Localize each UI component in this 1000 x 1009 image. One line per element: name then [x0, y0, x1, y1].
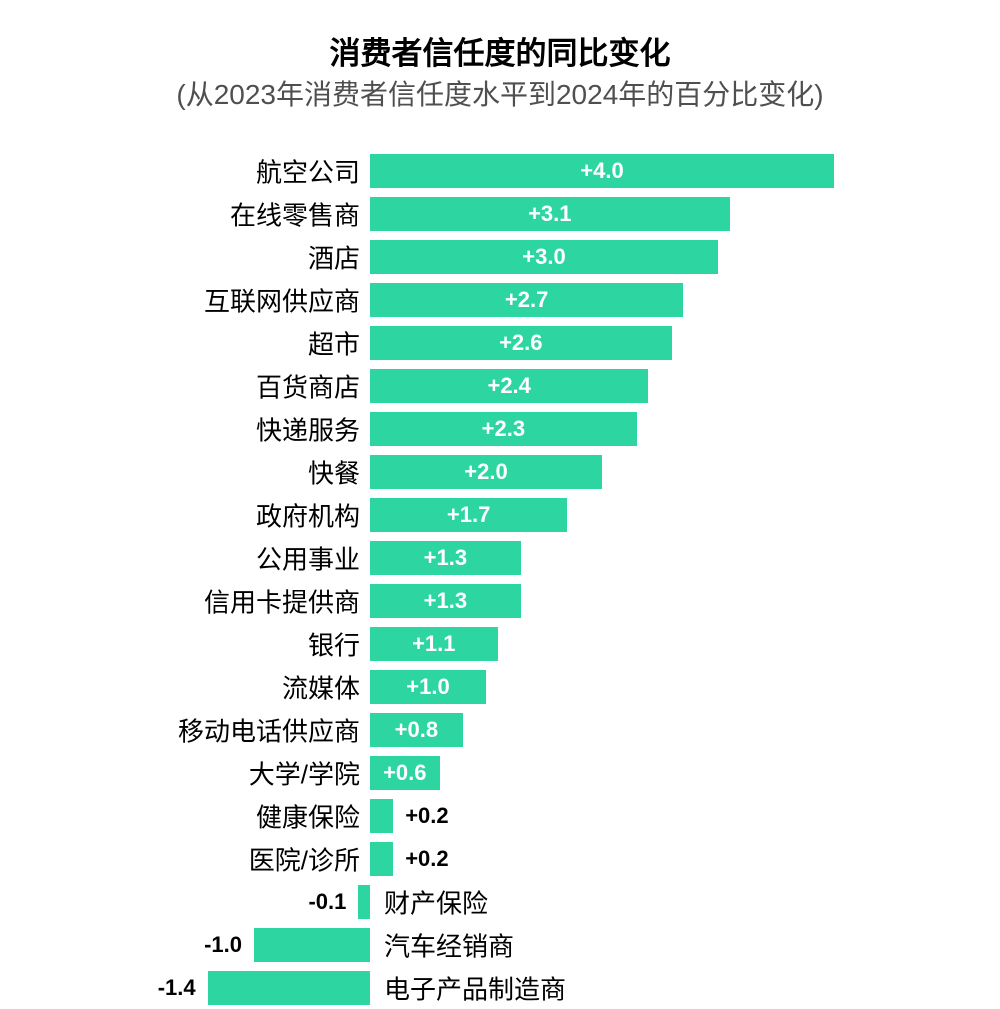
category-label: 汽车经销商: [384, 926, 514, 963]
value-label: +0.2: [405, 846, 448, 872]
bar-row: 超市 +2.6: [0, 321, 1000, 364]
value-label: -1.0: [204, 932, 242, 958]
category-label: 酒店: [308, 238, 360, 275]
category-label: 信用卡提供商: [204, 582, 360, 619]
category-label: 大学/学院: [249, 754, 360, 791]
bar-row: 在线零售商 +3.1: [0, 192, 1000, 235]
bar: [358, 885, 370, 919]
value-label: -0.1: [308, 889, 346, 915]
chart-subtitle: (从2023年消费者信任度水平到2024年的百分比变化): [0, 73, 1000, 113]
value-label: +4.0: [370, 158, 834, 184]
bar-row: 银行 +1.1: [0, 622, 1000, 665]
value-label: +2.7: [370, 287, 683, 313]
value-label: +1.1: [370, 631, 498, 657]
bar-row: 快递服务 +2.3: [0, 407, 1000, 450]
bar-row: 互联网供应商 +2.7: [0, 278, 1000, 321]
bar-row: 公用事业 +1.3: [0, 536, 1000, 579]
value-label: +1.3: [370, 588, 521, 614]
value-label: -1.4: [158, 975, 196, 1001]
category-label: 政府机构: [256, 496, 360, 533]
value-label: +0.8: [370, 717, 463, 743]
category-label: 航空公司: [256, 152, 360, 189]
bar-chart: 航空公司 +4.0 在线零售商 +3.1 酒店 +3.0 互联网供应商 +2.7 超市 +2.6 百…: [0, 149, 1000, 1009]
value-label: +3.1: [370, 201, 730, 227]
bar: [254, 928, 370, 962]
value-label: +0.6: [370, 760, 440, 786]
bar-row: 快餐 +2.0: [0, 450, 1000, 493]
bar-row: 移动电话供应商 +0.8: [0, 708, 1000, 751]
category-label: 移动电话供应商: [178, 711, 360, 748]
bar-row: 信用卡提供商 +1.3: [0, 579, 1000, 622]
category-label: 银行: [308, 625, 360, 662]
category-label: 流媒体: [282, 668, 360, 705]
value-label: +1.3: [370, 545, 521, 571]
chart-title: 消费者信任度的同比变化: [0, 28, 1000, 73]
bar-row: 财产保险 -0.1: [0, 880, 1000, 923]
value-label: +0.2: [405, 803, 448, 829]
bar-row: 汽车经销商 -1.0: [0, 923, 1000, 966]
bar-row: 医院/诊所 +0.2: [0, 837, 1000, 880]
category-label: 快递服务: [256, 410, 360, 447]
value-label: +3.0: [370, 244, 718, 270]
bar-row: 酒店 +3.0: [0, 235, 1000, 278]
value-label: +2.0: [370, 459, 602, 485]
category-label: 在线零售商: [230, 195, 360, 232]
bar-row: 电子产品制造商 -1.4: [0, 966, 1000, 1009]
value-label: +2.6: [370, 330, 672, 356]
category-label: 公用事业: [256, 539, 360, 576]
bar-row: 流媒体 +1.0: [0, 665, 1000, 708]
category-label: 快餐: [308, 453, 360, 490]
value-label: +2.3: [370, 416, 637, 442]
category-label: 医院/诊所: [249, 840, 360, 877]
value-label: +1.7: [370, 502, 567, 528]
bar-row: 航空公司 +4.0: [0, 149, 1000, 192]
bar: [208, 971, 370, 1005]
value-label: +2.4: [370, 373, 648, 399]
bar-row: 政府机构 +1.7: [0, 493, 1000, 536]
bar-row: 百货商店 +2.4: [0, 364, 1000, 407]
category-label: 健康保险: [256, 797, 360, 834]
category-label: 电子产品制造商: [384, 969, 566, 1006]
category-label: 财产保险: [384, 883, 488, 920]
bar-row: 健康保险 +0.2: [0, 794, 1000, 837]
value-label: +1.0: [370, 674, 486, 700]
bar: [370, 799, 393, 833]
category-label: 互联网供应商: [204, 281, 360, 318]
bar: [370, 842, 393, 876]
category-label: 超市: [308, 324, 360, 361]
bar-row: 大学/学院 +0.6: [0, 751, 1000, 794]
category-label: 百货商店: [256, 367, 360, 404]
